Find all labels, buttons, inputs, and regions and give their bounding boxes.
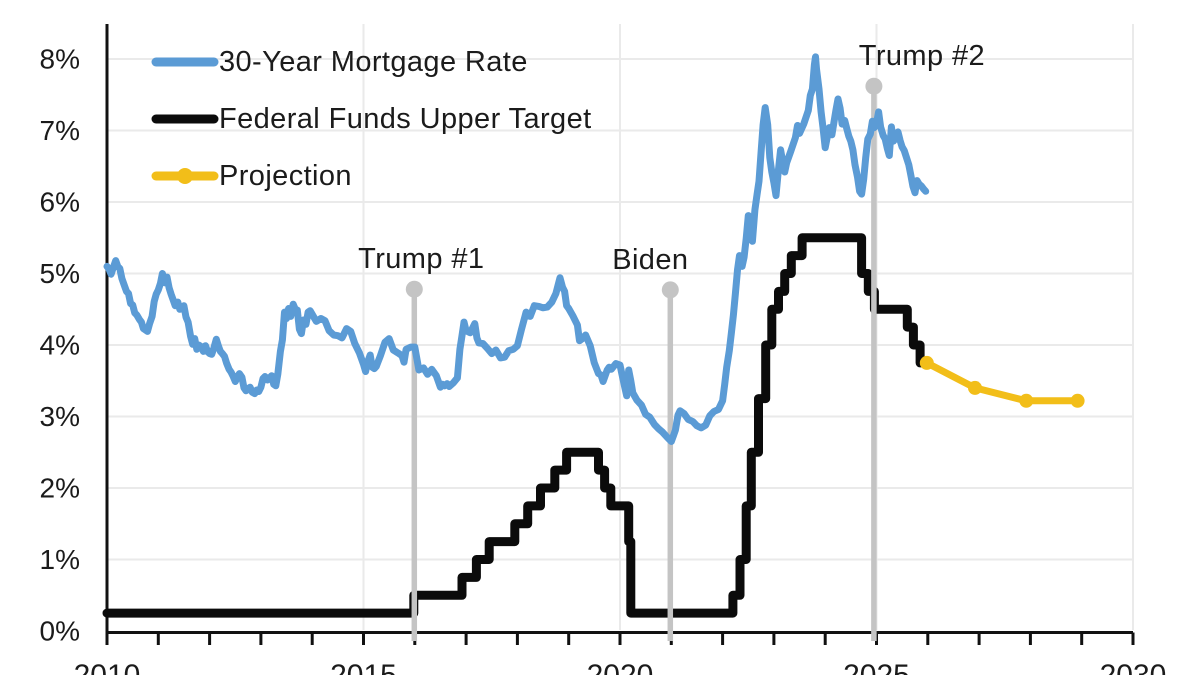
projection-legend-marker bbox=[177, 168, 193, 184]
y-axis-label-5%: 5% bbox=[40, 258, 80, 289]
y-axis-label-1%: 1% bbox=[40, 544, 80, 575]
legend: 30-Year Mortgage Rate Federal Funds Uppe… bbox=[151, 46, 592, 192]
x-axis-label-2030: 2030 bbox=[1100, 659, 1167, 675]
x-axis-label-2010: 2010 bbox=[74, 659, 141, 675]
y-axis-label-2%: 2% bbox=[40, 473, 80, 504]
y-axis-label-0%: 0% bbox=[40, 616, 80, 647]
x-axis-label-2020: 2020 bbox=[587, 659, 654, 675]
fed-funds-series bbox=[102, 233, 932, 618]
annotations: Trump #1 Biden Trump #2 bbox=[358, 40, 985, 641]
y-axis-label-4%: 4% bbox=[40, 330, 80, 361]
x-axis-label-2015: 2015 bbox=[330, 659, 397, 675]
projection-marker-2 bbox=[1019, 393, 1034, 408]
legend-item-mortgage: 30-Year Mortgage Rate bbox=[151, 46, 528, 78]
mortgage-series bbox=[103, 53, 930, 445]
annotation-marker-biden bbox=[661, 281, 679, 299]
y-axis-label-3%: 3% bbox=[40, 401, 80, 432]
projection-marker-3 bbox=[1070, 393, 1085, 408]
projection-legend-label: Projection bbox=[219, 160, 352, 192]
annotation-marker-trump-2 bbox=[865, 77, 883, 95]
y-axis-label-7%: 7% bbox=[40, 115, 80, 146]
legend-item-fed-funds: Federal Funds Upper Target bbox=[151, 103, 592, 135]
x-axis-label-2025: 2025 bbox=[843, 659, 910, 675]
annotation-marker-trump-1 bbox=[405, 280, 423, 298]
mortgage-legend-label: 30-Year Mortgage Rate bbox=[219, 46, 528, 78]
projection-marker-1 bbox=[968, 380, 982, 395]
annotation-label-trump-2: Trump #2 bbox=[859, 40, 985, 72]
legend-item-projection: Projection bbox=[151, 160, 352, 192]
annotation-label-biden: Biden bbox=[612, 244, 688, 276]
annotation-label-trump-1: Trump #1 bbox=[358, 243, 484, 275]
axes: 2010 2015 2020 2025 2030 0% 1% 2% 3% 4% 5% 6% 7% 8% bbox=[40, 24, 1167, 675]
fed-funds-line bbox=[102, 233, 932, 618]
y-axis-label-6%: 6% bbox=[40, 187, 80, 218]
fed-funds-legend-label: Federal Funds Upper Target bbox=[219, 103, 592, 135]
projection-line bbox=[923, 359, 1082, 405]
projection-series bbox=[919, 355, 1085, 408]
y-axis-label-8%: 8% bbox=[40, 44, 80, 75]
mortgage-line bbox=[103, 53, 930, 445]
projection-marker-0 bbox=[919, 355, 934, 370]
